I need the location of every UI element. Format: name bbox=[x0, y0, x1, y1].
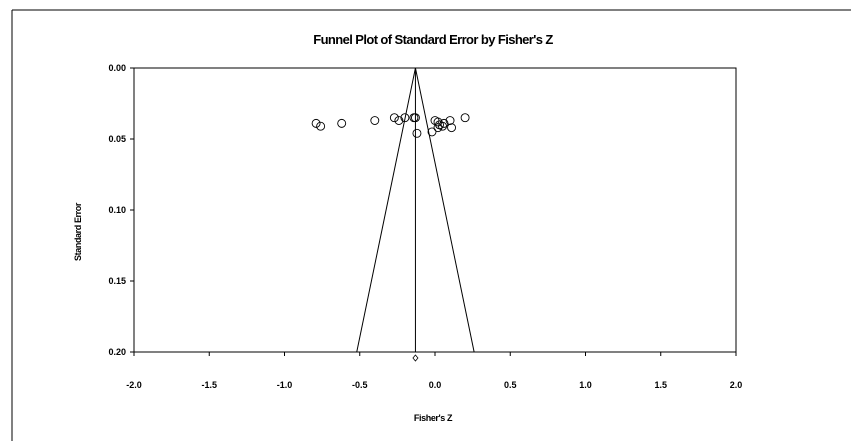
x-tick-label: -0.5 bbox=[352, 380, 368, 390]
summary-diamond-marker bbox=[412, 354, 419, 362]
x-tick-label: 2.0 bbox=[730, 380, 743, 390]
y-axis-title: Standard Error bbox=[73, 202, 83, 261]
y-tick-label: 0.00 bbox=[108, 63, 126, 73]
axes-layer: -2.0 -1.5 -1.0 -0.5 0.0 0.5 1.0 1.5 2.0 0.00 0.05 0… bbox=[108, 63, 742, 390]
funnel-left-line bbox=[356, 67, 416, 353]
study-point bbox=[439, 118, 449, 128]
y-tick-label: 0.05 bbox=[108, 134, 126, 144]
study-point bbox=[445, 116, 455, 125]
study-point bbox=[337, 118, 347, 128]
x-tick-label: 1.0 bbox=[579, 380, 592, 390]
plot-area bbox=[133, 67, 737, 353]
points-layer bbox=[311, 113, 470, 138]
study-point bbox=[410, 113, 420, 123]
y-tick-label: 0.15 bbox=[108, 276, 126, 286]
x-tick-label: -2.0 bbox=[126, 380, 142, 390]
study-point bbox=[460, 113, 470, 123]
study-point bbox=[412, 128, 422, 138]
study-point bbox=[394, 116, 404, 125]
study-point bbox=[316, 121, 326, 131]
x-tick-label: -1.0 bbox=[277, 380, 293, 390]
chart-title: Funnel Plot of Standard Error by Fisher'… bbox=[313, 32, 553, 47]
y-tick-label: 0.20 bbox=[108, 347, 126, 357]
funnel-right-line bbox=[414, 67, 475, 353]
study-point bbox=[400, 113, 410, 123]
x-tick-label: 0.5 bbox=[504, 380, 517, 390]
y-tick-label: 0.10 bbox=[108, 205, 126, 215]
study-point bbox=[433, 123, 443, 133]
study-point bbox=[427, 127, 437, 137]
x-tick-label: -1.5 bbox=[201, 380, 217, 390]
x-tick-label: 1.5 bbox=[654, 380, 667, 390]
funnel-layer bbox=[356, 67, 475, 362]
x-axis-title: Fisher's Z bbox=[414, 413, 453, 423]
study-point bbox=[389, 113, 399, 123]
study-point bbox=[311, 118, 321, 128]
x-tick-label: 0.0 bbox=[429, 380, 442, 390]
study-point bbox=[370, 116, 380, 125]
study-point bbox=[447, 123, 457, 133]
